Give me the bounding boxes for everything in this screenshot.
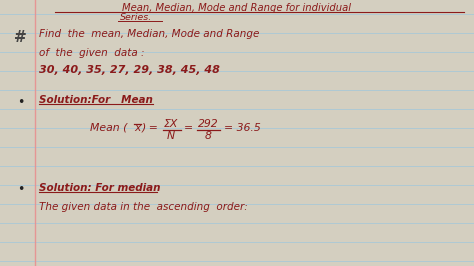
Text: The given data in the  ascending  order:: The given data in the ascending order: <box>39 202 248 212</box>
Text: #: # <box>14 30 27 45</box>
Text: =: = <box>184 123 193 133</box>
Text: •: • <box>17 183 24 196</box>
Text: Mean (: Mean ( <box>90 123 128 133</box>
Text: x: x <box>134 123 140 133</box>
Text: of  the  given  data :: of the given data : <box>39 48 145 58</box>
Text: Solution: For median: Solution: For median <box>39 183 161 193</box>
Text: Mean, Median, Mode and Range for individual: Mean, Median, Mode and Range for individ… <box>122 3 352 13</box>
Text: ) =: ) = <box>142 123 159 133</box>
Text: Solution:For   Mean: Solution:For Mean <box>39 95 153 105</box>
Text: Series.: Series. <box>120 13 152 22</box>
Text: 292: 292 <box>198 119 219 129</box>
Text: N: N <box>167 131 175 141</box>
Text: Find  the  mean, Median, Mode and Range: Find the mean, Median, Mode and Range <box>39 29 259 39</box>
Text: 8: 8 <box>205 131 212 141</box>
Text: •: • <box>17 96 24 109</box>
Text: 30, 40, 35, 27, 29, 38, 45, 48: 30, 40, 35, 27, 29, 38, 45, 48 <box>39 65 220 75</box>
Text: ΣX: ΣX <box>164 119 178 129</box>
Text: = 36.5: = 36.5 <box>224 123 261 133</box>
